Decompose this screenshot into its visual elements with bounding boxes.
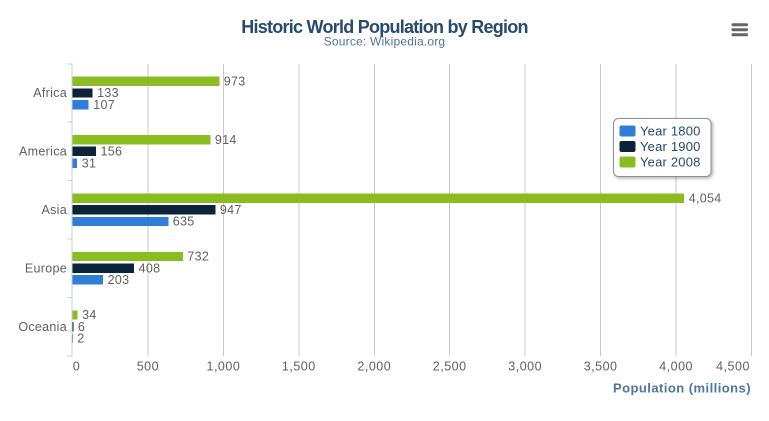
svg-text:2: 2 xyxy=(77,332,84,346)
svg-text:Africa: Africa xyxy=(33,86,67,100)
svg-text:732: 732 xyxy=(187,250,209,264)
svg-text:408: 408 xyxy=(139,261,161,275)
svg-text:973: 973 xyxy=(224,75,246,89)
svg-text:156: 156 xyxy=(101,145,123,159)
svg-text:Oceania: Oceania xyxy=(18,320,67,334)
svg-text:Year 2008: Year 2008 xyxy=(640,154,701,169)
svg-text:914: 914 xyxy=(215,133,237,147)
svg-text:107: 107 xyxy=(93,98,115,112)
svg-text:Year 1800: Year 1800 xyxy=(640,123,701,138)
svg-text:3,000: 3,000 xyxy=(508,359,542,373)
svg-text:500: 500 xyxy=(137,359,159,373)
svg-text:Asia: Asia xyxy=(41,203,67,217)
svg-text:1,000: 1,000 xyxy=(207,359,241,373)
svg-text:0: 0 xyxy=(73,359,80,373)
svg-text:Year 1900: Year 1900 xyxy=(640,139,701,154)
svg-text:Source: Wikipedia.org: Source: Wikipedia.org xyxy=(324,35,446,49)
svg-text:2,000: 2,000 xyxy=(357,359,391,373)
svg-text:635: 635 xyxy=(173,215,195,229)
svg-text:Europe: Europe xyxy=(25,261,67,275)
svg-text:1,500: 1,500 xyxy=(282,359,316,373)
svg-text:203: 203 xyxy=(108,273,130,287)
svg-text:Population (millions): Population (millions) xyxy=(613,381,751,396)
svg-text:31: 31 xyxy=(82,156,97,170)
svg-text:4,000: 4,000 xyxy=(659,359,693,373)
svg-text:3,500: 3,500 xyxy=(584,359,618,373)
svg-text:2,500: 2,500 xyxy=(433,359,467,373)
svg-text:4,500: 4,500 xyxy=(716,359,750,373)
svg-text:4,054: 4,054 xyxy=(689,191,722,205)
svg-text:947: 947 xyxy=(220,203,242,217)
svg-text:America: America xyxy=(19,145,67,159)
